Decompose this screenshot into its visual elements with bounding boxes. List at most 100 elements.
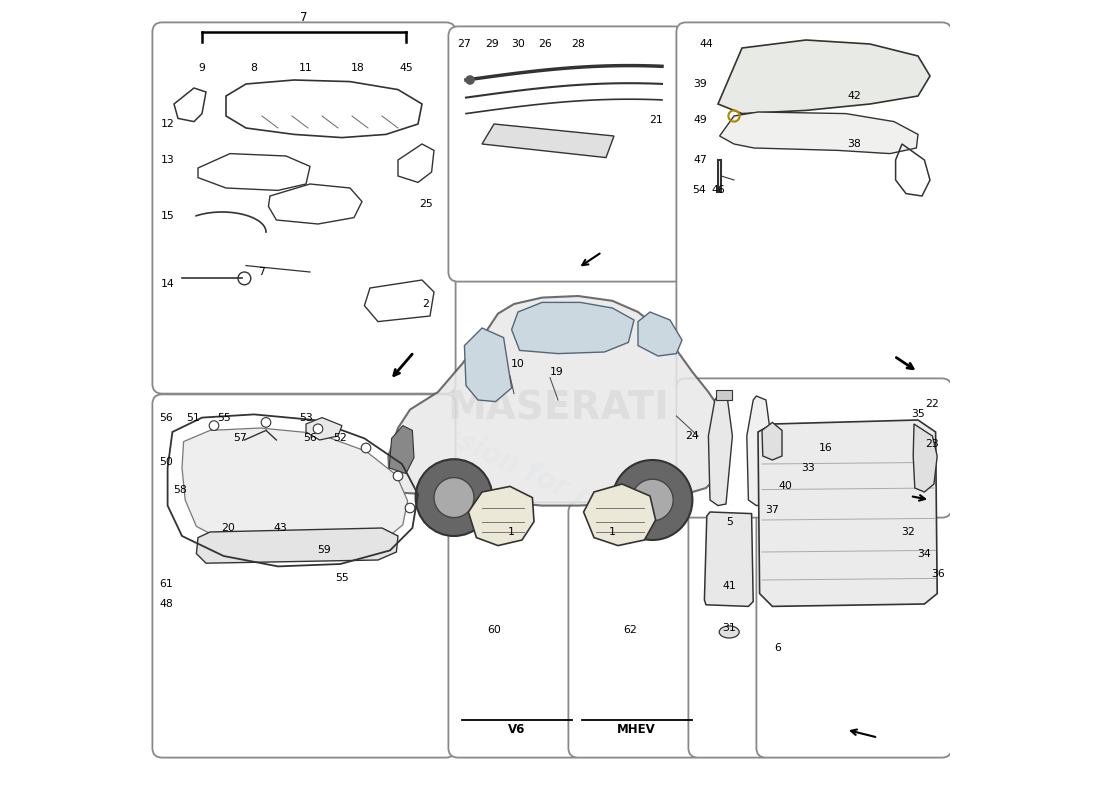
- Polygon shape: [389, 426, 414, 474]
- Text: 48: 48: [160, 599, 173, 609]
- Text: 45: 45: [399, 63, 412, 73]
- Circle shape: [613, 460, 692, 540]
- Text: 27: 27: [458, 39, 471, 49]
- Polygon shape: [388, 296, 726, 506]
- Text: 5: 5: [726, 517, 733, 526]
- Text: 20: 20: [221, 523, 235, 533]
- Circle shape: [631, 479, 673, 521]
- Circle shape: [361, 443, 371, 453]
- Text: 39: 39: [693, 79, 707, 89]
- Circle shape: [314, 424, 322, 434]
- Circle shape: [434, 478, 474, 518]
- Text: 52: 52: [333, 433, 348, 442]
- Text: 33: 33: [801, 463, 814, 473]
- Text: 62: 62: [623, 626, 637, 635]
- Text: 29: 29: [485, 39, 498, 49]
- Bar: [716, 390, 732, 400]
- Polygon shape: [512, 302, 634, 354]
- Text: 11: 11: [299, 63, 312, 73]
- Text: 47: 47: [693, 155, 707, 165]
- Circle shape: [416, 459, 493, 536]
- Text: 60: 60: [487, 626, 500, 635]
- FancyBboxPatch shape: [676, 378, 952, 518]
- Text: 51: 51: [186, 413, 200, 422]
- Polygon shape: [758, 420, 937, 606]
- Text: MASERATI: MASERATI: [447, 389, 669, 427]
- Polygon shape: [469, 486, 534, 546]
- Text: 22: 22: [925, 399, 939, 409]
- Polygon shape: [482, 124, 614, 158]
- Text: 14: 14: [161, 279, 175, 289]
- Text: 13: 13: [161, 155, 175, 165]
- Text: 42: 42: [847, 91, 861, 101]
- Text: 41: 41: [723, 581, 736, 590]
- FancyBboxPatch shape: [449, 502, 584, 758]
- Text: 23: 23: [925, 439, 939, 449]
- Text: 25: 25: [419, 199, 433, 209]
- Polygon shape: [182, 428, 408, 552]
- Polygon shape: [708, 396, 733, 506]
- Text: 46: 46: [711, 186, 725, 195]
- Polygon shape: [464, 328, 512, 402]
- Text: V6: V6: [508, 723, 525, 736]
- Text: 37: 37: [766, 506, 779, 515]
- Polygon shape: [719, 112, 918, 154]
- Text: 1: 1: [609, 527, 616, 537]
- Text: 56: 56: [304, 433, 317, 442]
- FancyBboxPatch shape: [449, 26, 683, 282]
- Polygon shape: [913, 424, 937, 492]
- Text: 55: 55: [217, 413, 231, 422]
- Text: 16: 16: [820, 443, 833, 453]
- Text: 15: 15: [161, 211, 175, 221]
- Circle shape: [261, 418, 271, 427]
- Text: 30: 30: [512, 39, 525, 49]
- Polygon shape: [747, 396, 771, 506]
- Text: 56: 56: [160, 413, 173, 422]
- Text: 38: 38: [847, 139, 861, 149]
- FancyBboxPatch shape: [689, 502, 771, 758]
- Text: MHEV: MHEV: [617, 723, 656, 736]
- Text: 35: 35: [911, 410, 925, 419]
- Text: 54: 54: [692, 186, 706, 195]
- Polygon shape: [762, 422, 782, 460]
- Text: 34: 34: [917, 549, 932, 558]
- Text: 57: 57: [233, 433, 246, 442]
- Text: 49: 49: [693, 115, 707, 125]
- Text: 55: 55: [336, 573, 349, 582]
- Circle shape: [405, 503, 415, 513]
- Text: 6: 6: [773, 643, 781, 653]
- Text: 31: 31: [723, 623, 736, 633]
- FancyBboxPatch shape: [676, 22, 952, 394]
- Text: 18: 18: [351, 63, 365, 73]
- FancyBboxPatch shape: [153, 22, 455, 394]
- Text: 44: 44: [700, 39, 713, 49]
- Polygon shape: [306, 418, 342, 440]
- Text: 59: 59: [318, 546, 331, 555]
- Circle shape: [393, 471, 403, 481]
- Text: 43: 43: [274, 523, 287, 533]
- Text: 7: 7: [258, 267, 265, 277]
- Text: 19: 19: [550, 367, 563, 377]
- Polygon shape: [638, 312, 682, 356]
- FancyBboxPatch shape: [569, 502, 704, 758]
- Text: a passion for parts lines: a passion for parts lines: [376, 391, 732, 577]
- Text: 32: 32: [902, 527, 915, 537]
- Circle shape: [209, 421, 219, 430]
- Text: 61: 61: [160, 579, 173, 589]
- Text: 2: 2: [422, 299, 429, 309]
- Ellipse shape: [719, 626, 739, 638]
- Polygon shape: [718, 40, 930, 114]
- Text: 7: 7: [300, 11, 308, 24]
- Polygon shape: [704, 512, 754, 606]
- Text: 8: 8: [251, 63, 257, 73]
- FancyBboxPatch shape: [757, 394, 952, 758]
- Text: 36: 36: [931, 570, 945, 579]
- Text: 1: 1: [508, 527, 515, 537]
- Circle shape: [465, 75, 475, 85]
- FancyBboxPatch shape: [153, 394, 455, 758]
- Text: 26: 26: [538, 39, 552, 49]
- Text: 50: 50: [160, 458, 173, 467]
- Text: 40: 40: [779, 482, 792, 491]
- Text: 58: 58: [174, 485, 187, 494]
- Text: 28: 28: [571, 39, 585, 49]
